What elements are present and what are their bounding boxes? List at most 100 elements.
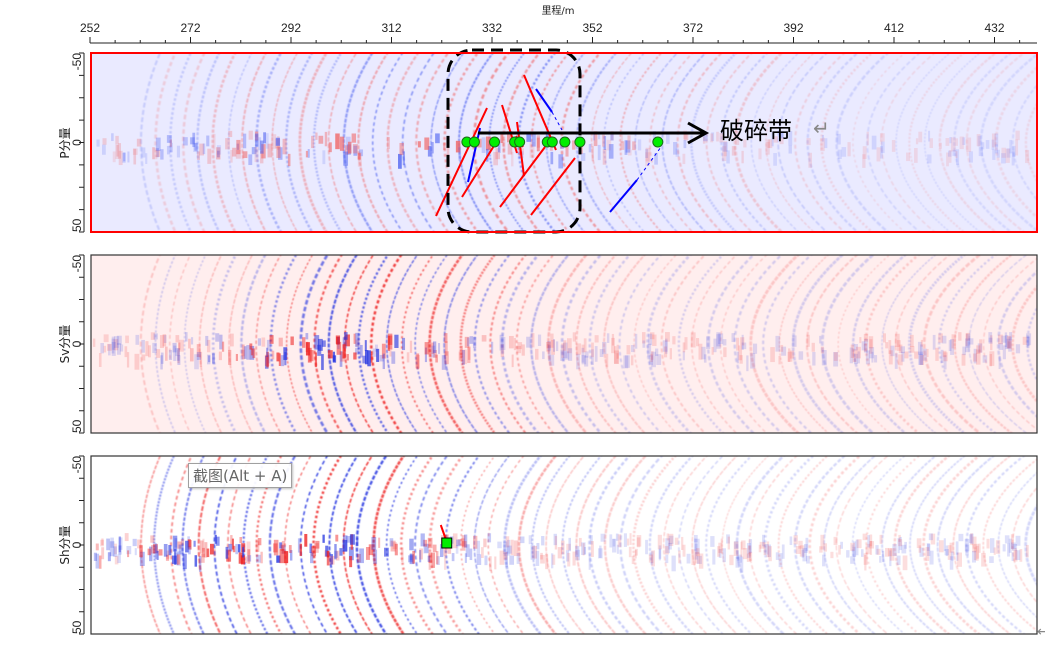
wavefield-speckle [550,553,554,569]
interpreted-point [574,136,586,148]
wavefront-arc [154,53,177,232]
wavefield-speckle [648,554,654,563]
wavefield-speckle [731,333,735,343]
wavefield-speckle [576,353,580,370]
wavefield-speckle [216,145,222,155]
wavefield-speckle [266,339,272,351]
wavefield-speckle [162,334,167,347]
wavefield-speckle [763,542,766,556]
wavefield-speckle [266,351,269,368]
wavefield-speckle [439,544,444,558]
wavefront-arc [271,53,299,232]
wavefront-arc [968,255,1028,433]
wavefield-speckle [127,550,130,558]
wavefield-speckle [502,139,506,151]
reflector-line-negative [609,179,638,213]
wavefield-speckle [153,333,158,340]
wavefield-speckle [565,141,569,157]
interpreted-point [652,136,664,148]
wavefield-speckle [467,346,471,360]
wavefield-speckle [202,143,206,155]
wavefront-arc [517,456,558,634]
wavefield-speckle [820,346,824,354]
wavefield-speckle [349,556,353,568]
wavefield-speckle [957,552,962,567]
wavefield-speckle [666,533,669,541]
wavefield-speckle [435,133,440,144]
wavefield-speckle [781,544,785,559]
wavefront-arc [965,53,1026,232]
wavefield-speckle [276,146,281,158]
wavefield-speckle [177,355,181,365]
wavefield-speckle [1009,332,1013,341]
wavefield-speckle [378,537,381,548]
wavefield-speckle [185,540,189,553]
wavefield-speckle [212,133,216,150]
wavefront-arc [169,255,191,433]
wavefield-speckle [461,535,466,551]
wavefront-arc [634,53,679,232]
wavefield-speckle [546,341,551,352]
wavefield-speckle [973,348,977,364]
wavefield-speckle [332,351,336,362]
wavefield-speckle [476,540,481,555]
wavefield-speckle [218,351,222,361]
x-tick-label: 392 [783,21,803,35]
wavefield-speckle [888,340,892,354]
wavefield-speckle [927,154,932,164]
wavefield-speckle [740,541,743,558]
wavefield-speckle [608,144,614,159]
wavefield-speckle [968,338,974,345]
wavefield-speckle [194,354,199,370]
y-tick-label: -50 [70,456,84,474]
wavefront-arc [547,255,588,433]
y-axes: -50 0 50 -50 0 50 -50 0 50 [70,52,85,635]
wavefield-speckle [314,543,319,553]
wavefield-speckle [503,541,508,554]
wavefield-speckle [683,139,687,149]
wavefield-speckle [516,553,520,564]
wavefield-speckle [406,352,410,363]
wavefield-speckle [648,355,653,366]
wavefield-speckle [682,351,685,361]
wavefield-speckle [749,539,753,553]
wavefield-speckle [530,545,536,560]
wavefield-speckle [636,537,641,548]
wavefield-speckle [793,535,798,545]
wavefield-speckle [674,537,679,545]
wavefield-speckle [117,554,121,564]
wavefield-speckle [231,538,234,550]
wavefield-speckle [531,333,535,348]
wavefield-speckle [550,333,554,348]
wavefield-speckle [163,543,168,557]
wavefield-speckle [726,150,730,164]
wavefield-speckle [156,148,159,158]
p-interpretation-overlay [435,48,710,549]
wavefront-arc [979,53,1037,232]
wavefield-speckle [978,147,983,157]
wavefield-speckle [958,533,964,542]
wavefield-speckle [237,544,241,553]
wavefront-arc [1039,211,1045,478]
reflector-line-positive [499,146,546,208]
wavefield-speckle [986,538,990,549]
wavefront-arc [908,255,967,433]
wavefield-speckle [648,333,653,346]
wavefield-speckle [329,555,335,565]
wavefield-speckle [359,548,364,564]
wavefield-speckle [994,144,998,154]
wavefield-speckle [869,541,873,555]
wavefield-speckle [503,552,508,560]
wavefield-speckle [950,339,954,355]
wavefield-speckle [464,534,468,548]
wavefield-speckle [133,148,137,165]
wavefield-speckle [460,345,463,357]
wavefield-speckle [154,543,158,559]
wavefront-arc [285,53,314,232]
wavefield-speckle [693,538,697,551]
wavefield-speckle [944,549,949,556]
wavefront-arc [414,255,448,433]
wavefield-speckle [553,339,556,352]
wavefield-speckle [938,333,943,343]
wavefield-speckle [190,137,195,145]
